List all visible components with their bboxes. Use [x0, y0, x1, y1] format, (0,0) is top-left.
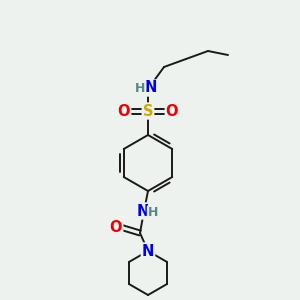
Text: O: O: [110, 220, 122, 235]
Text: N: N: [145, 80, 157, 95]
Text: O: O: [118, 103, 130, 118]
Text: H: H: [148, 206, 158, 220]
Text: H: H: [135, 82, 145, 94]
Text: N: N: [142, 244, 154, 259]
Text: N: N: [137, 203, 149, 218]
Text: S: S: [143, 103, 153, 118]
Text: O: O: [166, 103, 178, 118]
